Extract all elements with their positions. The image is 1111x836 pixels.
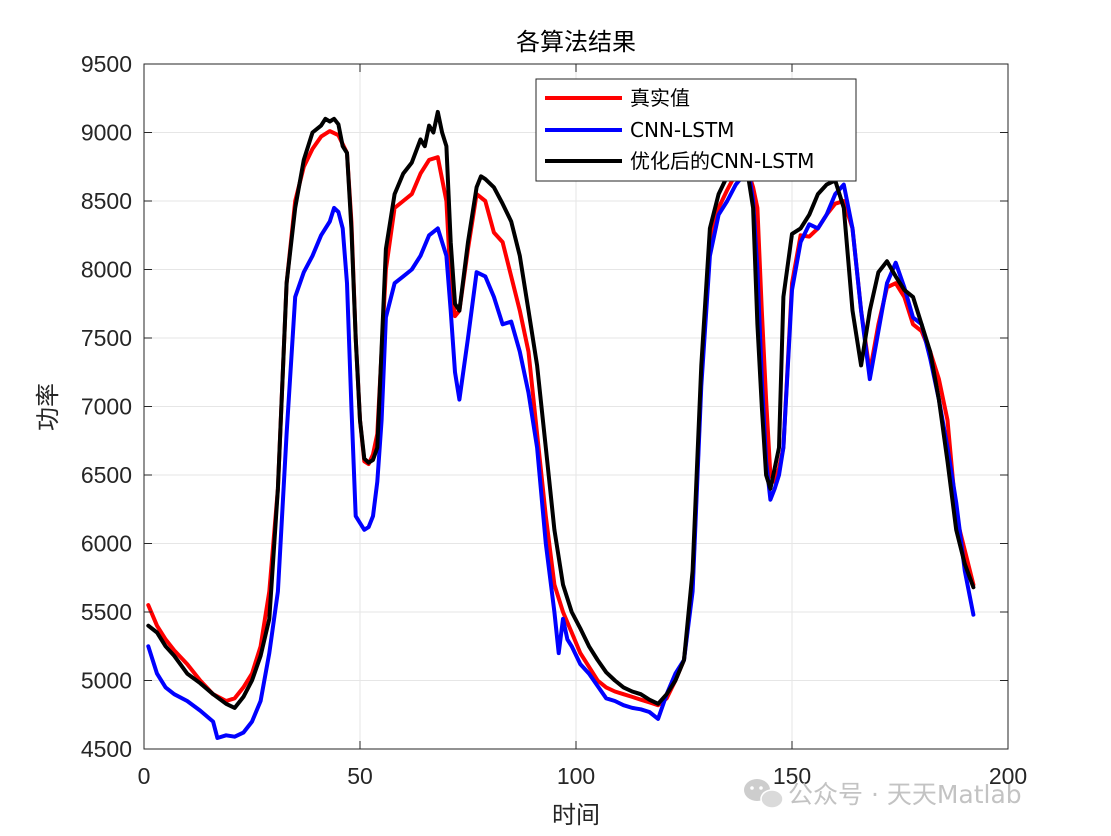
y-tick-label: 5500 — [81, 599, 132, 625]
y-tick-label: 6500 — [81, 462, 132, 488]
y-tick-label: 6000 — [81, 531, 132, 557]
x-tick-label: 50 — [347, 763, 373, 789]
legend: 真实值 CNN-LSTM 优化后的CNN-LSTM — [535, 78, 857, 182]
y-tick-label: 8500 — [81, 188, 132, 214]
chart-title: 各算法结果 — [516, 28, 636, 56]
series-line-3 — [146, 109, 976, 710]
x-tick-label: 0 — [138, 763, 151, 789]
y-tick-label: 7500 — [81, 325, 132, 351]
y-tick-label: 5000 — [81, 668, 132, 694]
watermark: 公众号 · 天天Matlab — [744, 779, 1022, 809]
y-tick-label: 7000 — [81, 394, 132, 420]
legend-label-series-2: CNN-LSTM — [630, 118, 734, 142]
series-layer — [146, 109, 976, 740]
wechat-icon — [744, 779, 784, 809]
legend-label-series-1: 真实值 — [630, 86, 690, 110]
legend-label-series-3: 优化后的CNN-LSTM — [630, 149, 814, 173]
y-axis-title: 功率 — [34, 383, 62, 431]
y-tick-label: 8000 — [81, 257, 132, 283]
x-tick-label: 200 — [989, 763, 1027, 789]
ticks: 0 50 100 150 200 4500 5000 5500 6000 6500 7000 7500… — [81, 51, 1027, 789]
x-axis-title: 时间 — [552, 801, 600, 829]
y-tick-label: 9000 — [81, 120, 132, 146]
y-tick-label: 4500 — [81, 736, 132, 762]
x-tick-label: 100 — [557, 763, 595, 789]
watermark-text: 公众号 · 天天Matlab — [788, 780, 1022, 809]
x-tick-label: 150 — [773, 763, 811, 789]
series-line-2 — [146, 170, 976, 740]
y-tick-label: 9500 — [81, 51, 132, 77]
